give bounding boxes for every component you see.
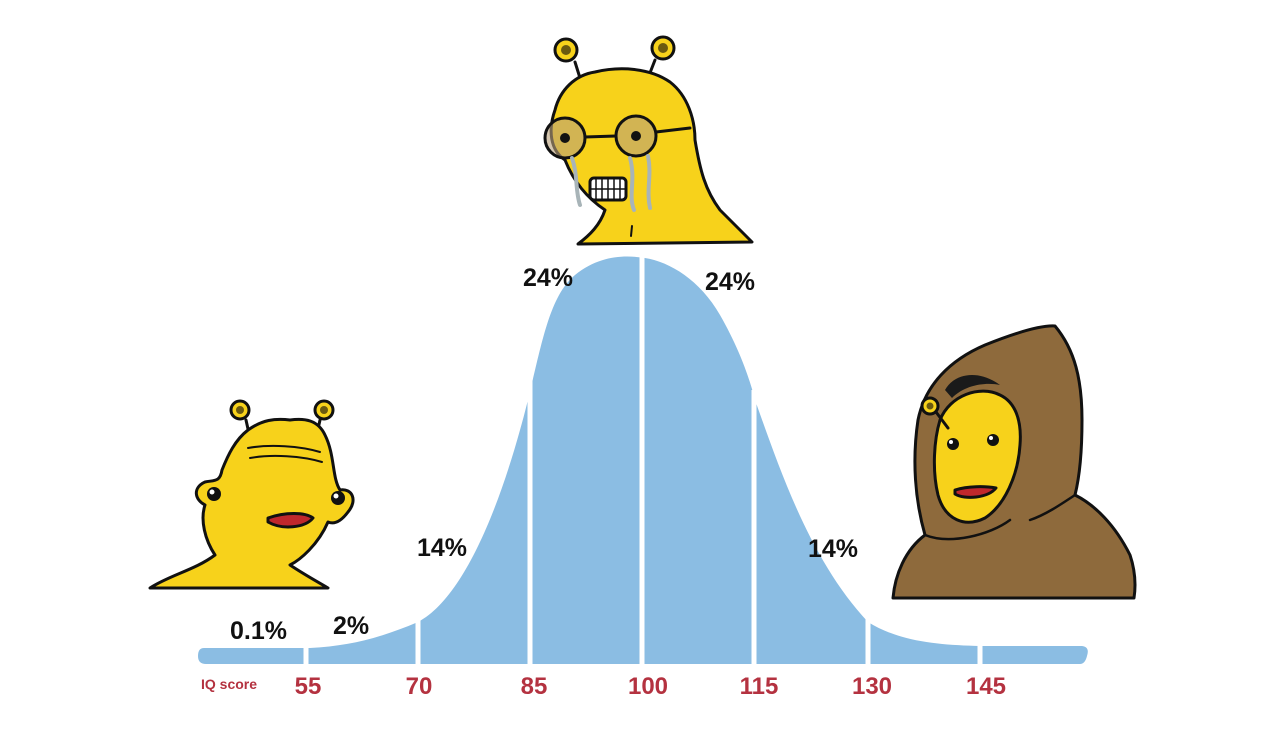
segment-label-6: 14%	[808, 535, 858, 563]
segment-dividers	[303, 250, 983, 670]
tick-label-70: 70	[406, 673, 433, 700]
tick-label-55: 55	[295, 673, 322, 700]
segment-label-1: 0.1%	[230, 617, 287, 645]
segment-label-2: 2%	[333, 612, 369, 640]
segment-label-4: 24%	[523, 264, 573, 292]
slug-creature-icon	[148, 399, 355, 590]
segment-label-5: 24%	[705, 268, 755, 296]
tick-label-100: 100	[628, 673, 668, 700]
tick-label-85: 85	[521, 673, 548, 700]
crying-slug-with-glasses-icon	[543, 35, 754, 246]
axis-label: IQ score	[201, 676, 257, 692]
segment-label-3: 14%	[417, 534, 467, 562]
tick-label-115: 115	[740, 673, 779, 700]
tick-label-130: 130	[852, 673, 892, 700]
hooded-slug-icon	[891, 324, 1137, 600]
tick-label-145: 145	[966, 673, 1006, 700]
